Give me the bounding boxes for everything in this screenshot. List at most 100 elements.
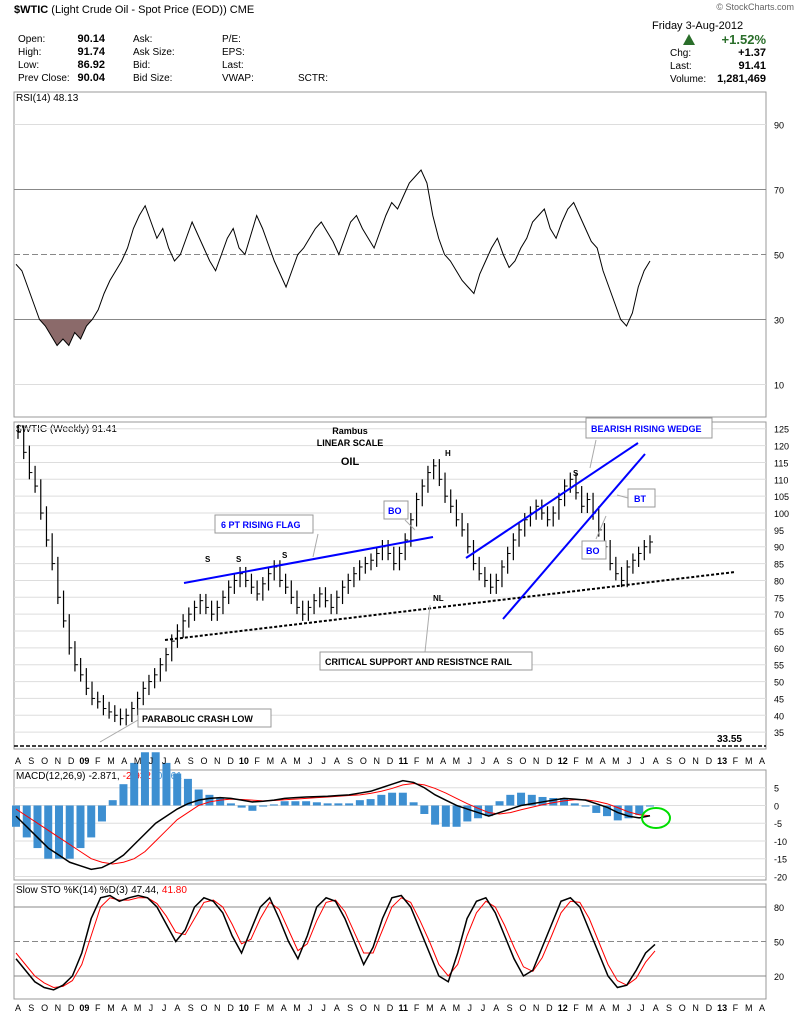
quote-label-prevclose: Prev Close:	[18, 73, 70, 84]
support-label: 33.55	[717, 734, 742, 745]
x-axis-label: S	[347, 1003, 353, 1013]
chart-title: $WTIC (Light Crude Oil - Spot Price (EOD…	[14, 4, 254, 16]
price-tick-label: 90	[774, 543, 784, 553]
neckline	[164, 571, 736, 641]
macd-hist-bar	[44, 805, 53, 859]
x-axis-label: 11	[399, 1003, 409, 1013]
x-axis-label: 13	[717, 756, 727, 766]
x-axis-label: F	[573, 1003, 579, 1013]
chg-value: +1.37	[738, 47, 766, 59]
x-axis-label: M	[134, 1003, 142, 1013]
x-axis-label: A	[493, 756, 499, 766]
sto-title-name: Slow STO %K(14) %D(3)	[16, 885, 128, 896]
last-label: Last:	[670, 61, 692, 72]
price-frame	[13, 421, 767, 750]
macd-hist-bar	[441, 805, 450, 827]
x-axis-label: A	[281, 756, 287, 766]
rail-pointer	[424, 604, 431, 653]
x-axis-label: M	[586, 1003, 594, 1013]
bo1-pointer	[404, 519, 416, 531]
x-axis-label: A	[281, 1003, 287, 1013]
volume-label: Volume:	[670, 74, 707, 85]
bt-callout	[627, 488, 656, 508]
macd-title-name: MACD(12,26,9)	[16, 771, 85, 782]
x-axis-label: N	[692, 1003, 699, 1013]
rsi-line	[15, 169, 651, 347]
macd-hist-bar	[420, 805, 429, 814]
macd-line	[15, 779, 651, 871]
macd-hist-bar	[431, 805, 440, 825]
macd-hist-bar	[22, 805, 31, 838]
price-tick-label: 105	[774, 492, 789, 502]
x-axis-label: A	[121, 1003, 127, 1013]
macd-hist-bar	[646, 805, 654, 807]
x-axis-label: 12	[558, 1003, 568, 1013]
price-tick-label: 65	[774, 627, 784, 637]
sto-d-line	[15, 897, 656, 989]
macd-hist-bar	[302, 801, 311, 806]
x-axis-label: S	[666, 1003, 672, 1013]
macd-hist-bar	[345, 803, 354, 806]
x-axis-label: F	[254, 1003, 260, 1013]
x-axis-label: A	[493, 1003, 499, 1013]
x-axis-label: F	[733, 756, 739, 766]
wedge-upper-line	[465, 442, 639, 559]
macd-hist-bar	[452, 805, 461, 827]
x-axis-label: A	[174, 1003, 180, 1013]
x-axis-label: J	[162, 756, 167, 766]
macd-tick-label: -10	[774, 837, 787, 847]
price-tick-label: 60	[774, 644, 784, 654]
x-axis-label: J	[149, 756, 154, 766]
x-axis-label: M	[107, 1003, 115, 1013]
price-tick-label: 40	[774, 711, 784, 721]
macd-hist-bar	[151, 752, 160, 806]
macd-hist-bar	[334, 803, 343, 806]
x-axis-label: A	[440, 756, 446, 766]
macd-hist-bar	[194, 789, 203, 806]
price-bars	[17, 425, 653, 726]
price-tick-label: 75	[774, 593, 784, 603]
x-axis-label: J	[481, 756, 486, 766]
x-axis-label: 10	[239, 756, 249, 766]
flag-callout	[214, 514, 314, 534]
quote-header: $WTIC (Light Crude Oil - Spot Price (EOD…	[0, 0, 800, 90]
macd-hist-bar	[366, 799, 375, 806]
macd-hist-bar	[312, 802, 321, 806]
s-label-2: S	[236, 555, 242, 564]
x-axis-label: N	[373, 1003, 380, 1013]
x-axis-label: O	[519, 1003, 526, 1013]
x-axis-label: O	[200, 1003, 207, 1013]
ask-size-label: Ask Size:	[133, 47, 175, 58]
last-value: 91.41	[738, 60, 766, 72]
x-axis-label: A	[600, 1003, 606, 1013]
macd-hist-bar	[355, 800, 364, 806]
price-tick-label: 50	[774, 678, 784, 688]
x-axis-label: D	[546, 756, 553, 766]
price-panel: $WTIC (Weekly) 91.41 125 120 115 110 105 100 9…	[13, 417, 789, 750]
x-axis-label: F	[95, 756, 101, 766]
x-axis-label: M	[453, 1003, 461, 1013]
price-tick-label: 70	[774, 610, 784, 620]
symbol: $WTIC	[14, 4, 49, 16]
macd-hist-bar	[506, 794, 515, 806]
s-label-3: S	[282, 551, 288, 560]
x-axis-label: D	[546, 1003, 553, 1013]
flag-callout-pointer	[312, 533, 319, 558]
x-axis-label: D	[68, 1003, 75, 1013]
x-axis-label: 13	[717, 1003, 727, 1013]
bid-label: Bid:	[133, 60, 151, 71]
rsi-oversold-fill	[33, 319, 93, 346]
macd-hist-bar	[592, 805, 601, 813]
x-axis-label: S	[507, 1003, 513, 1013]
x-axis-label: M	[293, 1003, 301, 1013]
x-axis-label: M	[107, 756, 115, 766]
x-axis-label: A	[334, 756, 340, 766]
macd-hist-bar	[549, 798, 558, 806]
quote-value-low: 86.92	[77, 59, 105, 71]
rsi-tick-label: 30	[774, 316, 784, 326]
x-axis-label: F	[95, 1003, 101, 1013]
wedge-label: BEARISH RISING WEDGE	[591, 424, 702, 434]
pe-label: P/E:	[222, 34, 241, 45]
bo2-pointer	[595, 515, 607, 540]
price-tick-label: 120	[774, 442, 789, 452]
